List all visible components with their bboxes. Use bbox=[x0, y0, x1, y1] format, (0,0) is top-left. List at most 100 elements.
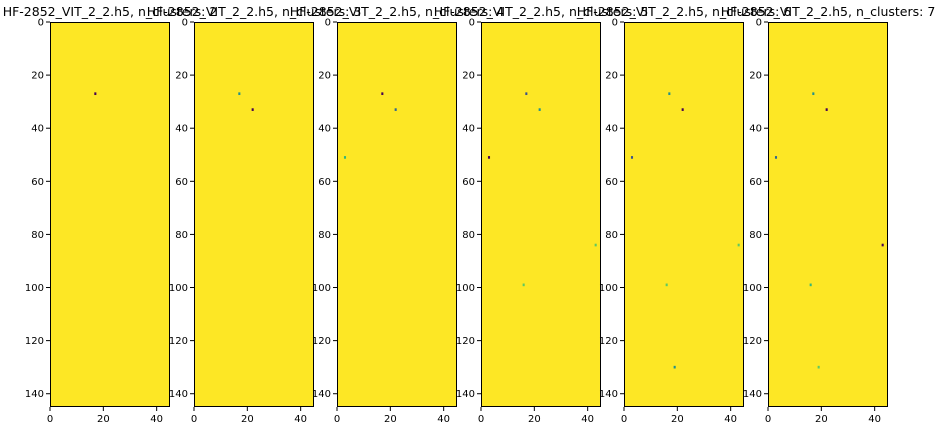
y-tick-label: 100 bbox=[312, 283, 331, 294]
y-tick-label: 40 bbox=[175, 124, 188, 135]
y-tick-label: 40 bbox=[318, 124, 331, 135]
axes-frame bbox=[337, 22, 457, 407]
x-tick-label: 40 bbox=[724, 414, 737, 425]
y-tick-label: 80 bbox=[749, 230, 762, 241]
y-tick-label: 100 bbox=[456, 283, 475, 294]
y-tick-label: 20 bbox=[749, 71, 762, 82]
x-tick-label: 40 bbox=[150, 414, 163, 425]
y-tick-label: 0 bbox=[612, 18, 618, 29]
panel-title: HF-2852_VIT_2_2.h5, n_clusters: 3 bbox=[147, 4, 362, 19]
heatmap-cell bbox=[817, 365, 820, 369]
y-tick-label: 60 bbox=[462, 177, 475, 188]
y-tick-label: 120 bbox=[743, 336, 762, 347]
y-tick-label: 40 bbox=[605, 124, 618, 135]
y-tick-label: 100 bbox=[169, 283, 188, 294]
x-tick-label: 0 bbox=[621, 414, 627, 425]
y-tick-label: 20 bbox=[175, 71, 188, 82]
heatmap-cell bbox=[394, 108, 397, 111]
y-tick-label: 40 bbox=[749, 124, 762, 135]
panel-title: HF-2852_VIT_2_2.h5, n_clusters: 7 bbox=[721, 4, 936, 19]
x-tick-label: 0 bbox=[191, 414, 197, 425]
x-tick-label: 40 bbox=[437, 414, 450, 425]
x-tick-label: 20 bbox=[384, 414, 397, 425]
x-tick-label: 20 bbox=[815, 414, 828, 425]
y-tick-label: 60 bbox=[31, 177, 44, 188]
y-tick-label: 0 bbox=[38, 18, 44, 29]
y-tick-label: 120 bbox=[456, 336, 475, 347]
heatmap-panel-5: 0 20 40 60 80 100 120 140 0 20 40 bbox=[599, 18, 744, 425]
heatmap-cell bbox=[681, 108, 684, 111]
heatmap-cell bbox=[809, 283, 812, 287]
y-tick-label: 140 bbox=[599, 389, 618, 400]
y-tick-label: 20 bbox=[462, 71, 475, 82]
heatmap-panel-2: 0 20 40 60 80 100 120 140 0 20 40 bbox=[169, 18, 314, 425]
heatmap-cell bbox=[487, 156, 491, 159]
heatmap-cell bbox=[774, 156, 778, 159]
heatmap-cell bbox=[522, 283, 525, 287]
x-tick-label: 40 bbox=[868, 414, 881, 425]
heatmap-cell bbox=[594, 243, 597, 247]
heatmap-panel-3: 0 20 40 60 80 100 120 140 0 20 40 bbox=[312, 18, 457, 425]
axes-frame bbox=[624, 22, 744, 407]
y-tick-label: 140 bbox=[456, 389, 475, 400]
y-tick-label: 140 bbox=[169, 389, 188, 400]
x-tick-label: 0 bbox=[334, 414, 340, 425]
y-tick-label: 80 bbox=[605, 230, 618, 241]
heatmap-cell bbox=[665, 283, 668, 287]
x-tick-label: 0 bbox=[47, 414, 53, 425]
y-tick-label: 40 bbox=[31, 124, 44, 135]
y-tick-label: 140 bbox=[743, 389, 762, 400]
axes-frame bbox=[194, 22, 314, 407]
y-tick-label: 80 bbox=[462, 230, 475, 241]
heatmap-cell bbox=[381, 92, 384, 96]
x-tick-label: 20 bbox=[671, 414, 684, 425]
y-tick-label: 20 bbox=[31, 71, 44, 82]
y-tick-label: 0 bbox=[325, 18, 331, 29]
heatmap-cell bbox=[251, 108, 254, 111]
heatmap-panel-6: 0 20 40 60 80 100 120 140 0 20 40 bbox=[743, 18, 888, 425]
y-tick-label: 80 bbox=[31, 230, 44, 241]
y-tick-label: 120 bbox=[25, 336, 44, 347]
x-tick-label: 20 bbox=[528, 414, 541, 425]
y-tick-label: 60 bbox=[605, 177, 618, 188]
heatmap-panel-4: 0 20 40 60 80 100 120 140 0 20 40 bbox=[456, 18, 601, 425]
heatmap-cell bbox=[668, 92, 671, 96]
heatmap-field bbox=[768, 22, 888, 407]
y-tick-label: 20 bbox=[318, 71, 331, 82]
heatmap-cell bbox=[737, 243, 740, 247]
y-tick-label: 0 bbox=[182, 18, 188, 29]
panel-title: HF-2852_VIT_2_2.h5, n_clusters: 6 bbox=[577, 4, 792, 19]
y-tick-label: 60 bbox=[318, 177, 331, 188]
x-tick-label: 40 bbox=[581, 414, 594, 425]
y-tick-label: 140 bbox=[25, 389, 44, 400]
x-tick-label: 0 bbox=[478, 414, 484, 425]
y-tick-label: 80 bbox=[318, 230, 331, 241]
heatmap-field bbox=[624, 22, 744, 407]
panel-title: HF-2852_VIT_2_2.h5, n_clusters: 4 bbox=[290, 4, 505, 19]
heatmap-cell bbox=[94, 92, 97, 96]
y-tick-label: 20 bbox=[605, 71, 618, 82]
heatmap-field bbox=[194, 22, 314, 407]
x-tick-label: 40 bbox=[294, 414, 307, 425]
y-tick-label: 60 bbox=[175, 177, 188, 188]
y-tick-label: 100 bbox=[599, 283, 618, 294]
axes-frame bbox=[768, 22, 888, 407]
x-tick-label: 20 bbox=[97, 414, 110, 425]
heatmap-cell bbox=[881, 243, 884, 247]
axes-frame bbox=[481, 22, 601, 407]
heatmap-cell bbox=[825, 108, 828, 111]
panel-title: HF-2852_VIT_2_2.h5, n_clusters: 2 bbox=[3, 4, 218, 19]
x-tick-label: 20 bbox=[241, 414, 254, 425]
heatmap-cell bbox=[343, 156, 347, 159]
heatmap-cell bbox=[812, 92, 815, 96]
y-tick-label: 120 bbox=[312, 336, 331, 347]
y-tick-label: 100 bbox=[743, 283, 762, 294]
y-tick-label: 120 bbox=[169, 336, 188, 347]
heatmap-panel-1: 0 20 40 60 80 100 120 140 0 20 40 bbox=[25, 18, 170, 425]
heatmap-cell bbox=[673, 365, 676, 369]
y-tick-label: 0 bbox=[469, 18, 475, 29]
panel-title: HF-2852_VIT_2_2.h5, n_clusters: 5 bbox=[434, 4, 649, 19]
heatmap-cell bbox=[238, 92, 241, 96]
heatmap-cell bbox=[525, 92, 528, 96]
